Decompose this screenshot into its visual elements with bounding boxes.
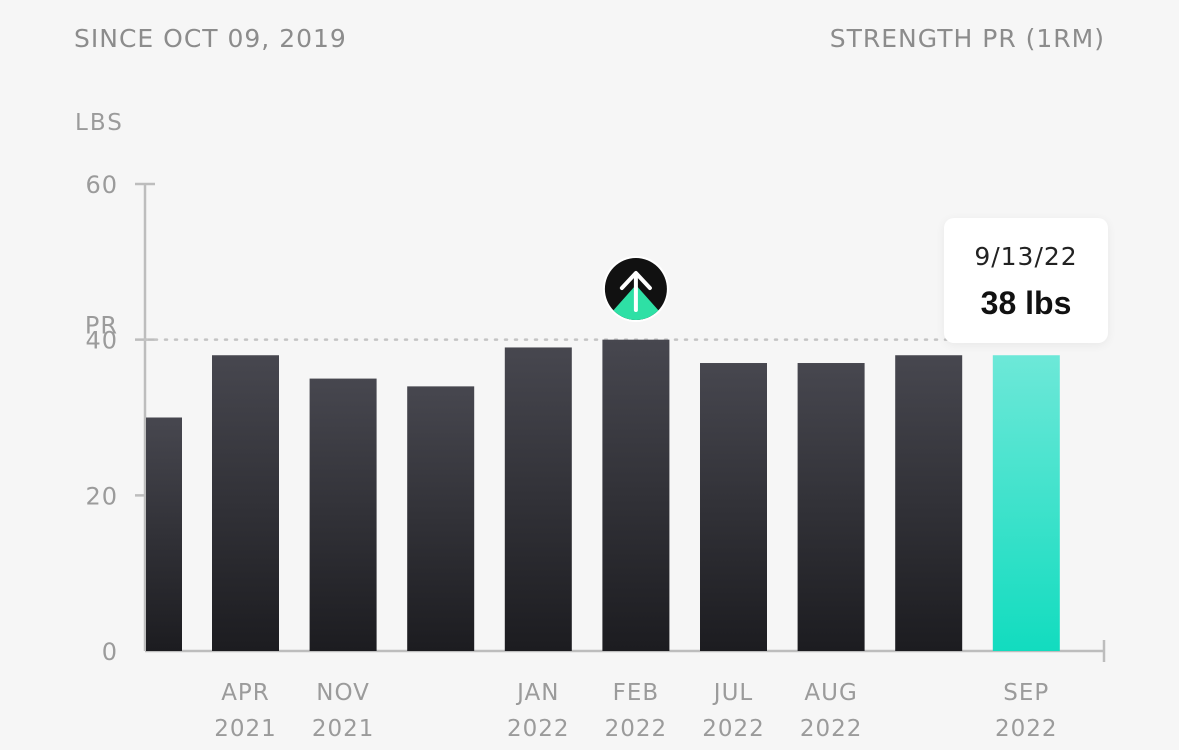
x-tick-label-month: APR bbox=[221, 680, 270, 706]
bar[interactable] bbox=[797, 363, 865, 651]
bar[interactable] bbox=[407, 386, 475, 651]
x-tick-label-month: AUG bbox=[804, 680, 857, 706]
bar[interactable] bbox=[602, 339, 670, 651]
chart-bars bbox=[146, 339, 1060, 652]
metric-title: STRENGTH PR (1RM) bbox=[829, 24, 1105, 53]
y-tick-label: 0 bbox=[102, 638, 118, 666]
chart-labels: LBS 0 20 40 60 PR APR 2021 NOV 2021 JAN 2022 FEB 2022… bbox=[75, 110, 1058, 742]
x-tick-label-year: 2022 bbox=[995, 716, 1058, 742]
y-axis-unit-label: LBS bbox=[75, 110, 124, 136]
selected-bar-tooltip: 9/13/22 38 lbs bbox=[944, 218, 1108, 343]
y-tick-label: 60 bbox=[85, 171, 118, 199]
pr-trophy-icon bbox=[602, 256, 669, 322]
y-tick-label: 40 bbox=[85, 327, 118, 355]
x-tick-label-year: 2022 bbox=[605, 716, 668, 742]
bar[interactable] bbox=[895, 355, 963, 651]
since-date-label: SINCE OCT 09, 2019 bbox=[74, 24, 347, 53]
bar[interactable] bbox=[146, 417, 182, 652]
pr-label: PR bbox=[85, 312, 118, 340]
bar-selected[interactable] bbox=[992, 355, 1060, 651]
x-tick-label-month: FEB bbox=[613, 680, 660, 706]
x-tick-label-year: 2021 bbox=[214, 716, 277, 742]
bar[interactable] bbox=[212, 355, 279, 651]
x-tick-label-month: JUL bbox=[712, 680, 753, 706]
bar[interactable] bbox=[309, 378, 377, 651]
x-tick-label-year: 2022 bbox=[507, 716, 570, 742]
y-tick-label: 20 bbox=[85, 482, 118, 510]
tooltip-date: 9/13/22 bbox=[974, 242, 1078, 271]
bar[interactable] bbox=[504, 347, 572, 651]
tooltip-value: 38 lbs bbox=[980, 285, 1072, 321]
x-tick-label-month: NOV bbox=[316, 680, 370, 706]
x-tick-label-year: 2021 bbox=[312, 716, 375, 742]
x-tick-label-month: JAN bbox=[515, 680, 559, 706]
x-tick-label-month: SEP bbox=[1003, 680, 1049, 706]
x-tick-label-year: 2022 bbox=[702, 716, 765, 742]
bar[interactable] bbox=[700, 363, 767, 651]
x-tick-label-year: 2022 bbox=[800, 716, 863, 742]
